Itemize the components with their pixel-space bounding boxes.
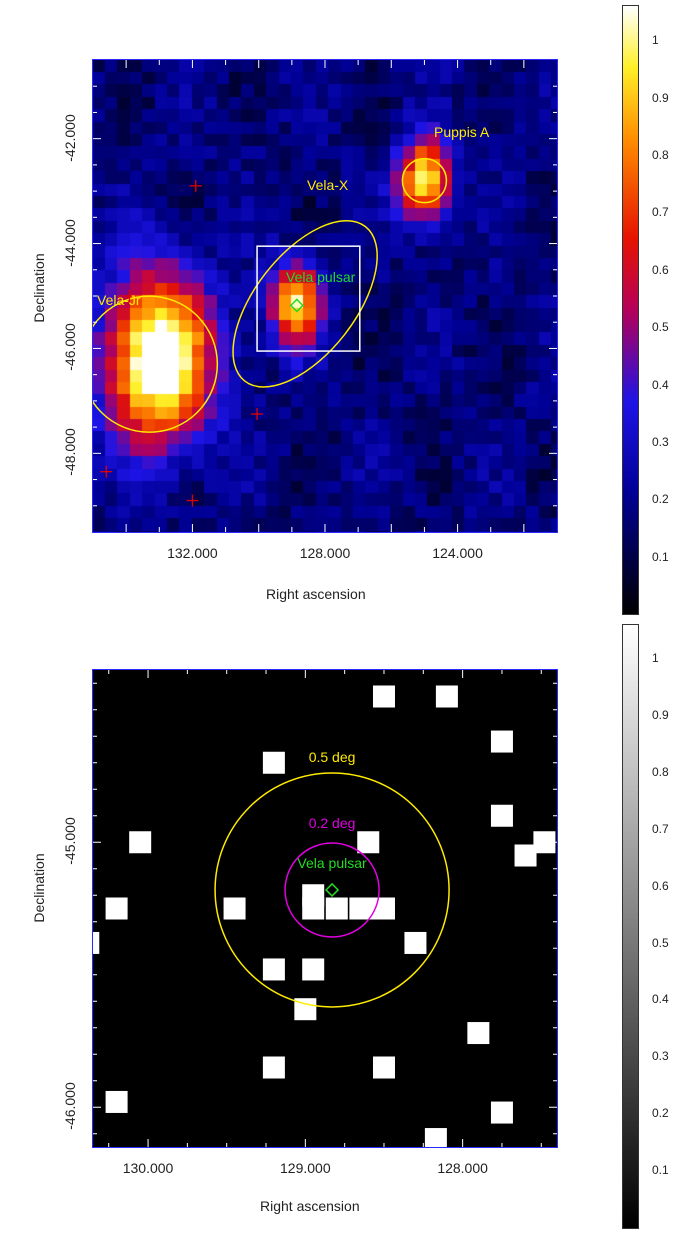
top-annotations: Vela-Jr Vela-X Puppis A Vela pulsar (93, 60, 557, 532)
colorbar-tick-label: 0.3 (652, 434, 669, 449)
vela-pulsar-marker (289, 298, 304, 313)
colorbar-tick-label: 0.1 (652, 549, 669, 564)
bright-pixel (404, 931, 427, 954)
colorbar-tick-label: 0.2 (652, 1106, 669, 1121)
bright-pixel (93, 931, 100, 954)
top-ylabel: Declination (31, 253, 47, 323)
bright-pixel (262, 958, 285, 981)
vela-pulsar-marker (325, 882, 340, 898)
vela-x-label: Vela-X (307, 177, 349, 193)
bottom-ylabel: Declination (31, 853, 47, 923)
bottom-xtick-label: 128.000 (437, 1160, 488, 1176)
bottom-colorbar (622, 624, 639, 1229)
top-heatmap (93, 60, 557, 532)
bright-pixel (105, 897, 128, 920)
bright-pixel (302, 958, 325, 981)
bottom-ytick-label: -46.000 (62, 1082, 78, 1130)
circle-0.5-deg (214, 772, 450, 1008)
top-ytick-label: -46.000 (62, 323, 78, 372)
top-colorbar (622, 5, 639, 615)
point-source-cross (186, 494, 199, 507)
top-ytick-label: -42.000 (62, 113, 78, 162)
label-0.2-deg: 0.2 deg (309, 815, 356, 831)
point-source-cross (251, 408, 264, 420)
top-ytick-label: -44.000 (62, 218, 78, 267)
vela-pulsar-label: Vela pulsar (286, 269, 356, 285)
colorbar-tick-label: 0.5 (652, 320, 669, 335)
bright-pixel (372, 685, 395, 708)
bottom-ytick-label: -45.000 (62, 817, 78, 865)
colorbar-tick-label: 0.4 (652, 377, 669, 392)
bright-pixel (325, 897, 348, 920)
bright-pixel (490, 1101, 513, 1124)
label-0.5-deg: 0.5 deg (309, 749, 356, 765)
bright-pixel (262, 751, 285, 774)
zoom-region-box (256, 245, 361, 352)
bottom-panel: 0.5 deg 0.2 deg Vela pulsar Right ascensio… (0, 620, 699, 1233)
colorbar-tick-label: 0.3 (652, 1049, 669, 1064)
top-xlabel: Right ascension (266, 586, 366, 602)
top-heatmap-frame: Vela-Jr Vela-X Puppis A Vela pulsar (92, 59, 558, 533)
bright-pixel (223, 897, 246, 920)
point-source-cross (100, 465, 113, 478)
bottom-xtick-label: 130.000 (122, 1160, 174, 1176)
bright-pixel (490, 730, 513, 753)
bright-pixel (372, 1056, 395, 1079)
vela-x-ellipse (232, 219, 378, 388)
bright-pixel (294, 998, 317, 1021)
colorbar-tick-label: 0.9 (652, 90, 669, 105)
bottom-xtick-label: 129.000 (280, 1160, 331, 1176)
bright-pixel (435, 685, 458, 708)
top-xtick-label: 124.000 (432, 545, 483, 561)
colorbar-tick-label: 0.7 (652, 821, 669, 836)
circle-0.2-deg (284, 842, 380, 938)
vela-pulsar-label: Vela pulsar (297, 855, 367, 871)
vela-jr-circle (93, 295, 219, 433)
bottom-xlabel: Right ascension (260, 1198, 360, 1214)
bottom-heatmap: 0.5 deg 0.2 deg Vela pulsar (93, 670, 557, 1147)
puppis-a-label: Puppis A (434, 124, 490, 140)
top-ytick-label: -48.000 (62, 428, 78, 477)
bright-pixel (490, 804, 513, 827)
point-source-cross (189, 179, 202, 192)
bright-pixel (105, 1090, 128, 1113)
bright-pixel (424, 1128, 447, 1147)
bright-pixel (262, 1056, 285, 1079)
colorbar-tick-label: 0.8 (652, 764, 669, 779)
bright-pixel (467, 1022, 490, 1045)
top-panel: Vela-Jr Vela-X Puppis A Vela pulsar Right a… (31, 5, 669, 615)
colorbar-tick-label: 0.6 (652, 262, 669, 277)
top-xtick-label: 128.000 (299, 545, 351, 561)
colorbar-tick-label: 1 (652, 33, 659, 48)
bright-pixel (129, 831, 152, 854)
colorbar-tick-label: 0.8 (652, 148, 669, 163)
bright-pixel (533, 831, 556, 854)
bottom-heatmap-frame: 0.5 deg 0.2 deg Vela pulsar (92, 669, 558, 1148)
colorbar-tick-label: 0.6 (652, 878, 669, 893)
bright-pixel (302, 884, 325, 907)
colorbar-tick-label: 0.5 (652, 935, 669, 950)
vela-jr-label: Vela-Jr (97, 292, 141, 308)
bright-pixel (372, 897, 395, 920)
bright-pixel (514, 844, 537, 867)
puppis-a-circle (401, 157, 448, 204)
bright-pixel (357, 831, 380, 854)
colorbar-tick-label: 1 (652, 651, 659, 666)
colorbar-tick-label: 0.2 (652, 492, 669, 507)
colorbar-tick-label: 0.7 (652, 205, 669, 220)
point-source-cross (123, 290, 136, 302)
colorbar-tick-label: 0.1 (652, 1163, 669, 1178)
colorbar-tick-label: 0.4 (652, 992, 669, 1007)
colorbar-tick-label: 0.9 (652, 708, 669, 723)
top-xtick-label: 132.000 (167, 545, 218, 561)
